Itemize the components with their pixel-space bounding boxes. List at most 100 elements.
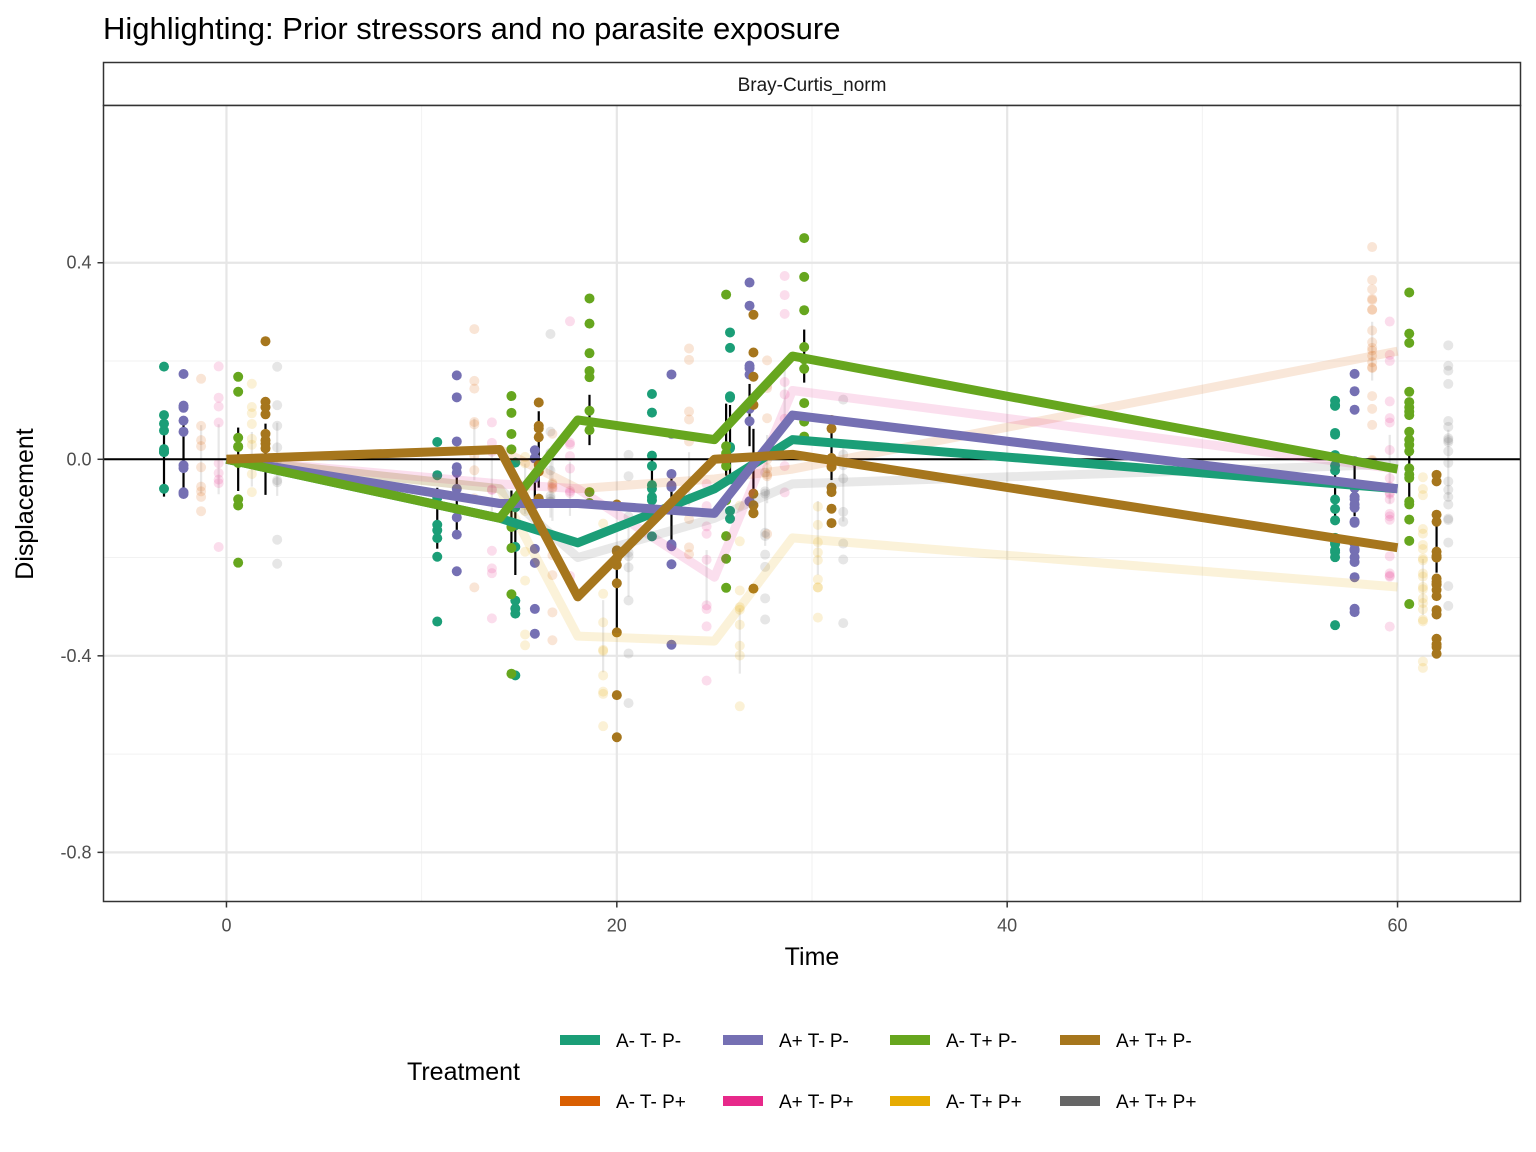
data-point — [826, 423, 837, 434]
data-point — [584, 293, 595, 304]
data-point — [564, 463, 575, 474]
data-point — [799, 398, 810, 409]
data-point — [233, 441, 244, 452]
data-point — [1367, 284, 1378, 295]
data-point — [760, 467, 771, 478]
data-point — [1431, 552, 1442, 563]
data-point — [666, 481, 677, 492]
data-point — [506, 407, 517, 418]
data-point — [469, 375, 480, 386]
data-point — [196, 373, 207, 384]
data-point — [178, 400, 189, 411]
y-tick-label: -0.4 — [60, 646, 91, 666]
legend-key-point — [738, 1096, 748, 1106]
data-point — [684, 354, 695, 365]
data-point — [451, 370, 462, 381]
data-point — [799, 305, 810, 316]
data-point — [520, 629, 531, 640]
legend-label: A+ T- P- — [779, 1031, 849, 1052]
data-point — [529, 557, 540, 568]
data-point — [1330, 515, 1341, 526]
facet-label: Bray-Curtis_norm — [738, 75, 887, 96]
data-point — [646, 450, 657, 461]
data-point — [666, 468, 677, 479]
data-point — [1443, 581, 1454, 592]
data-point — [838, 449, 849, 460]
data-point — [260, 402, 271, 413]
data-point — [1404, 386, 1415, 397]
data-point — [826, 487, 837, 498]
data-point — [196, 441, 207, 452]
data-point — [1367, 242, 1378, 253]
data-point — [684, 406, 695, 417]
data-point — [1417, 598, 1428, 609]
data-point — [838, 538, 849, 549]
data-point — [623, 698, 634, 709]
data-point — [762, 469, 773, 480]
data-point — [260, 443, 271, 454]
data-point — [233, 557, 244, 568]
data-point — [1349, 502, 1360, 513]
data-point — [812, 574, 823, 585]
data-point — [744, 416, 755, 427]
data-point — [213, 458, 224, 469]
data-point — [233, 371, 244, 382]
data-point — [734, 500, 745, 511]
data-point — [799, 342, 810, 353]
data-point — [1443, 515, 1454, 526]
legend-label: A+ T+ P+ — [1116, 1092, 1196, 1113]
data-point — [799, 233, 810, 244]
data-point — [1443, 360, 1454, 371]
data-point — [623, 471, 634, 482]
data-point — [547, 483, 558, 494]
data-point — [529, 543, 540, 554]
data-point — [838, 394, 849, 405]
data-point — [547, 479, 558, 490]
data-point — [246, 439, 257, 450]
data-point — [432, 525, 443, 536]
data-point — [623, 562, 634, 573]
data-point — [486, 545, 497, 556]
chart-title: Highlighting: Prior stressors and no par… — [103, 11, 841, 46]
data-point — [725, 327, 736, 338]
data-point — [666, 639, 677, 650]
legend-key-point — [738, 1035, 748, 1045]
data-point — [469, 419, 480, 430]
data-point — [1404, 599, 1415, 610]
data-point — [838, 516, 849, 527]
legend-label: A- T- P+ — [616, 1092, 686, 1113]
data-point — [1367, 362, 1378, 373]
data-point — [545, 426, 556, 437]
data-point — [701, 621, 712, 632]
y-tick-label: 0.0 — [66, 449, 91, 469]
data-point — [1431, 609, 1442, 620]
data-point — [721, 553, 732, 564]
data-point — [1330, 620, 1341, 631]
data-point — [812, 547, 823, 558]
series-line — [225, 410, 1399, 518]
data-point — [623, 648, 634, 659]
data-point — [1443, 435, 1454, 446]
data-point — [744, 300, 755, 311]
data-point — [1443, 491, 1454, 502]
data-point — [533, 432, 544, 443]
data-point — [272, 361, 283, 372]
data-point — [529, 603, 540, 614]
data-point — [779, 389, 790, 400]
data-point — [1349, 517, 1360, 528]
data-point — [779, 308, 790, 319]
data-point — [762, 463, 773, 474]
data-point — [1367, 419, 1378, 430]
data-point — [272, 475, 283, 486]
data-point — [520, 640, 531, 651]
data-point — [246, 418, 257, 429]
data-point — [533, 397, 544, 408]
data-point — [760, 614, 771, 625]
legend-key-point — [575, 1096, 585, 1106]
data-point — [838, 554, 849, 565]
legend-key-point — [1075, 1096, 1085, 1106]
data-point — [1417, 472, 1428, 483]
data-point — [760, 593, 771, 604]
data-point — [547, 481, 558, 492]
data-point — [1443, 513, 1454, 524]
